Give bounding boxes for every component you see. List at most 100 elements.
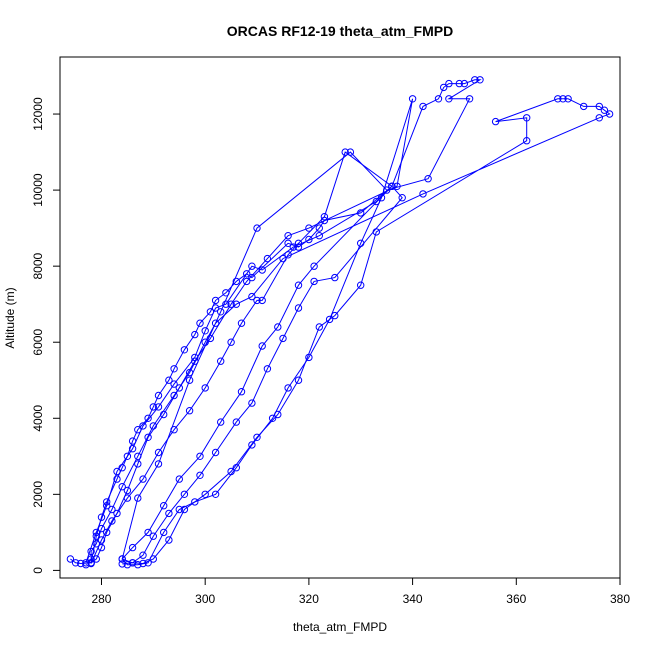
data-point <box>108 517 116 525</box>
series-3 <box>87 148 406 568</box>
data-point <box>170 391 178 400</box>
data-point <box>165 376 173 384</box>
data-point <box>77 559 85 568</box>
data-point <box>222 300 230 308</box>
data-point <box>97 536 106 544</box>
y-tick-label: 12000 <box>31 97 45 131</box>
data-point <box>294 239 303 248</box>
data-point <box>191 498 199 506</box>
data-point <box>279 334 287 343</box>
data-point <box>103 502 111 510</box>
data-point <box>393 182 401 191</box>
data-point <box>445 95 453 103</box>
data-point <box>491 117 500 126</box>
data-point <box>305 353 313 362</box>
data-point <box>170 426 178 434</box>
x-axis: 280 300 320 340 360 380 <box>91 577 630 606</box>
data-point <box>180 490 189 498</box>
data-point <box>357 281 365 289</box>
data-point <box>175 384 184 392</box>
data-point <box>419 190 427 198</box>
data-point <box>118 555 126 563</box>
data-point <box>113 509 121 518</box>
x-tick-label: 380 <box>610 592 630 606</box>
data-point <box>211 304 220 312</box>
data-point <box>320 213 329 221</box>
data-point <box>154 448 163 457</box>
data-point <box>305 235 313 244</box>
data-point <box>294 304 303 312</box>
data-point <box>294 281 303 289</box>
data-point <box>289 243 297 251</box>
data-point <box>170 365 178 373</box>
data-point <box>217 308 225 316</box>
y-tick-label: 10000 <box>31 173 45 207</box>
data-point <box>388 182 396 191</box>
y-axis-label: Altitude (m) <box>3 287 17 348</box>
data-point <box>196 319 204 327</box>
data-point <box>144 559 152 567</box>
data-point <box>175 475 184 483</box>
data-point <box>128 445 137 453</box>
data-point <box>217 357 225 365</box>
data-point <box>201 490 209 498</box>
data-point <box>227 338 235 346</box>
data-point <box>310 262 318 270</box>
data-point <box>284 251 292 259</box>
series-line <box>85 98 414 566</box>
data-point <box>305 224 313 232</box>
data-point <box>460 79 469 88</box>
data-point <box>253 296 261 305</box>
data-point <box>206 334 215 343</box>
data-point <box>248 262 256 270</box>
y-tick-label: 4000 <box>31 405 45 432</box>
series-2 <box>82 95 417 569</box>
data-point <box>175 505 184 514</box>
data-point <box>128 559 137 567</box>
data-point <box>310 277 318 286</box>
data-point <box>211 296 220 305</box>
data-point <box>165 536 173 544</box>
data-point <box>128 543 137 552</box>
plot-frame <box>59 56 621 579</box>
data-point <box>92 528 101 537</box>
data-point <box>113 475 121 483</box>
data-point <box>123 561 132 569</box>
data-point <box>118 560 126 568</box>
data-point <box>144 528 152 537</box>
data-point <box>284 232 292 240</box>
data-point <box>294 376 303 384</box>
data-point <box>144 414 152 422</box>
y-tick-label: 2000 <box>31 481 45 508</box>
data-point <box>248 441 256 449</box>
data-point <box>445 79 453 88</box>
data-point <box>154 403 163 411</box>
data-point <box>196 452 204 460</box>
x-axis-label: theta_atm_FMPD <box>293 620 387 634</box>
data-point <box>248 399 256 407</box>
data-point <box>160 502 168 510</box>
series-layer <box>66 76 614 569</box>
data-point <box>191 330 199 339</box>
data-point <box>108 505 116 514</box>
data-point <box>232 418 241 426</box>
data-point <box>564 95 572 103</box>
data-point <box>377 194 386 202</box>
data-point <box>170 380 178 388</box>
data-point <box>211 490 220 498</box>
data-point <box>227 300 235 308</box>
data-point <box>123 494 132 502</box>
data-point <box>134 460 142 468</box>
data-point <box>237 388 246 396</box>
data-point <box>154 391 163 400</box>
data-point <box>160 528 168 537</box>
data-point <box>434 95 443 103</box>
data-point <box>139 422 147 430</box>
data-point <box>232 464 241 472</box>
data-point <box>139 551 147 559</box>
data-point <box>248 273 256 282</box>
data-point <box>191 357 199 365</box>
x-tick-label: 340 <box>403 592 423 606</box>
data-point <box>471 76 479 84</box>
data-point <box>284 239 292 248</box>
